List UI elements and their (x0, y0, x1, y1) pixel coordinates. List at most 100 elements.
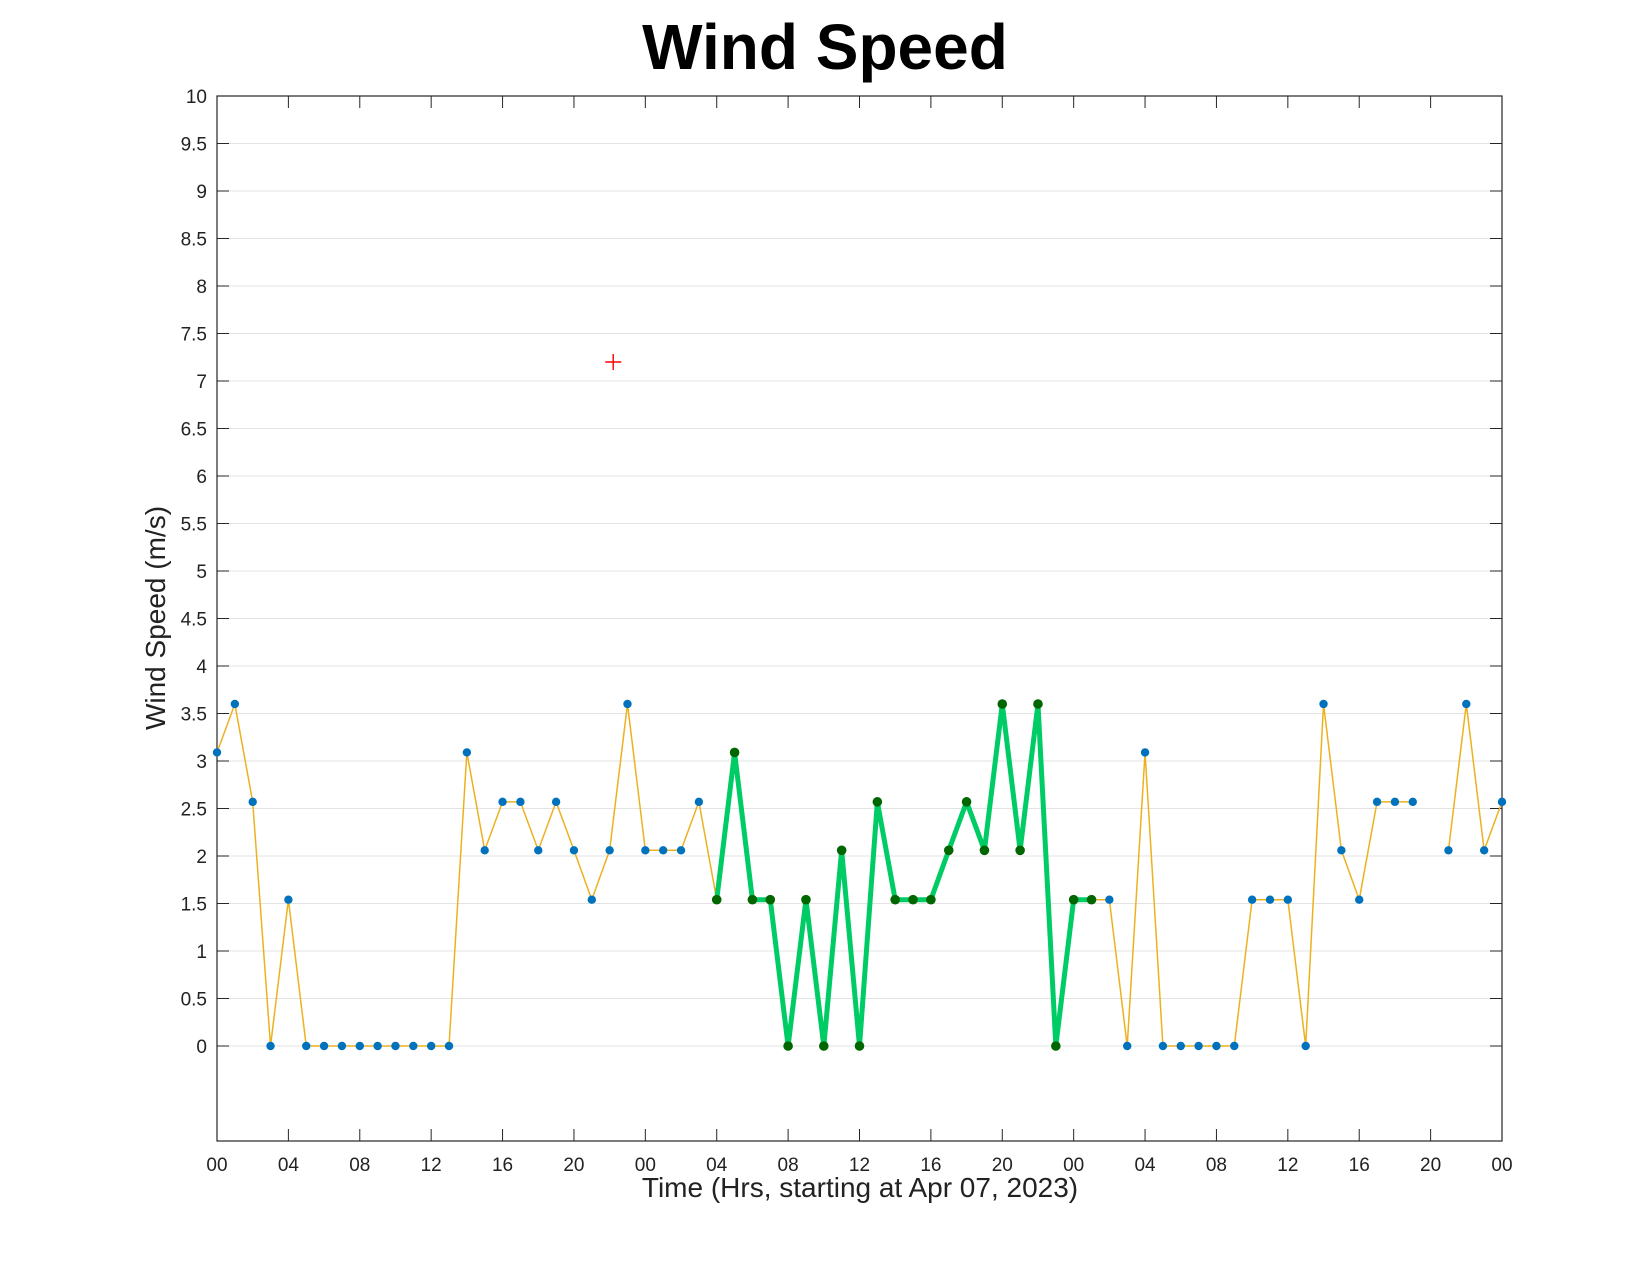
series-1-point (391, 1041, 400, 1051)
y-tick-label: 3 (196, 752, 207, 773)
x-tick-label: 04 (278, 1155, 300, 1176)
x-tick-label: 20 (992, 1155, 1013, 1176)
x-tick-label: 12 (849, 1155, 870, 1176)
series-1-point (1337, 846, 1346, 855)
series-1-point (248, 797, 257, 807)
x-tick-label: 16 (920, 1155, 941, 1176)
y-tick-label: 5.5 (181, 515, 207, 536)
series-1-point (1479, 846, 1489, 855)
series-1-point (1462, 699, 1471, 709)
series-1-point (230, 699, 240, 709)
y-tick-label: 6 (196, 467, 207, 488)
series-1-point (623, 699, 632, 709)
series-1-point (1140, 748, 1150, 757)
y-tick-label: 1 (196, 942, 207, 963)
x-tick-label: 08 (778, 1155, 799, 1176)
y-tick-label: 9 (196, 182, 207, 203)
y-tick-label: 0.5 (181, 990, 207, 1011)
series-2-point (961, 797, 972, 807)
series-2-point (890, 894, 900, 905)
series-1-point (302, 1041, 311, 1051)
red-plus-marker (605, 354, 622, 370)
series-1-point (1390, 797, 1400, 807)
series-1-point (1319, 699, 1328, 709)
x-tick-label: 16 (1349, 1155, 1370, 1176)
series-1-point (1444, 846, 1453, 855)
series-2-point (1015, 845, 1025, 856)
series-1-point (551, 797, 561, 807)
series-2-point (836, 845, 847, 856)
series-2-point (729, 747, 740, 758)
series-2-point (997, 699, 1008, 709)
series-1-point (534, 846, 543, 855)
x-tick-label: 12 (421, 1155, 442, 1176)
series-1-point (1372, 797, 1382, 807)
series-1-point (516, 797, 525, 807)
y-tick-label: 9.5 (181, 135, 207, 156)
series-2-point (783, 1041, 793, 1051)
series-1-point (1176, 1041, 1185, 1051)
series-1-point (319, 1041, 329, 1051)
series-2-point (1051, 1041, 1061, 1051)
series-1-point (284, 895, 293, 904)
y-tick-label: 6.5 (181, 420, 207, 441)
series-1-point (1283, 895, 1293, 904)
series-1-point (1230, 1041, 1239, 1051)
series-2-point (819, 1041, 829, 1051)
x-tick-label: 00 (206, 1155, 227, 1176)
series-1-point (587, 895, 596, 904)
series-1-point (1158, 1041, 1168, 1051)
x-tick-label: 20 (1420, 1155, 1441, 1176)
y-tick-label: 8 (196, 277, 207, 298)
series-2-line (714, 701, 1092, 1049)
y-tick-label: 1.5 (181, 895, 207, 916)
series-2-point (1086, 894, 1097, 905)
series-2-point (1068, 894, 1079, 905)
series-1-point (1247, 895, 1257, 904)
series-1-line (216, 703, 1413, 1047)
y-tick-label: 2.5 (181, 800, 207, 821)
series-1-point (212, 748, 222, 757)
series-1-point (1105, 895, 1114, 904)
series-1-point (373, 1041, 382, 1051)
series-1-point (1194, 1041, 1203, 1051)
y-tick-label: 7 (196, 372, 207, 393)
y-tick-label: 4 (196, 657, 207, 678)
series-1-point (1355, 895, 1364, 904)
y-tick-label: 8.5 (181, 230, 207, 251)
series-1-point (1301, 1041, 1310, 1051)
x-tick-label: 16 (492, 1155, 513, 1176)
series-1-point (337, 1041, 347, 1051)
x-tick-label: 12 (1277, 1155, 1298, 1176)
y-tick-label: 5 (196, 562, 207, 583)
series-2-point (854, 1041, 865, 1051)
series-1-point (1265, 895, 1275, 904)
series-1-point (694, 797, 704, 807)
series-1-point (1408, 797, 1417, 807)
y-axis-label: Wind Speed (m/s) (140, 505, 171, 731)
series-2-point (1033, 699, 1043, 709)
x-tick-label: 20 (563, 1155, 584, 1176)
series-1-point (1123, 1041, 1132, 1051)
series-1-point (1212, 1041, 1221, 1051)
series-1-point (569, 846, 579, 855)
x-tick-label: 00 (635, 1155, 656, 1176)
series-1-point (658, 846, 668, 855)
series-2-point (979, 845, 990, 856)
x-axis-label: Time (Hrs, starting at Apr 07, 2023) (641, 1172, 1079, 1203)
series-2-point (711, 894, 722, 905)
series-1-point (444, 1041, 454, 1051)
x-tick-label: 00 (1063, 1155, 1084, 1176)
y-tick-label: 7.5 (181, 325, 207, 346)
series-2-point (908, 894, 918, 905)
series-1-point (462, 748, 472, 757)
x-tick-label: 04 (1134, 1155, 1156, 1176)
series-1-point (676, 846, 686, 855)
x-tick-label: 08 (1206, 1155, 1227, 1176)
chart-title: Wind Speed (642, 11, 1008, 83)
series-2-point (765, 894, 776, 905)
series-1-point (1497, 797, 1507, 807)
series-2-point (872, 797, 883, 807)
series-1-point (498, 797, 507, 807)
x-tick-label: 04 (706, 1155, 728, 1176)
